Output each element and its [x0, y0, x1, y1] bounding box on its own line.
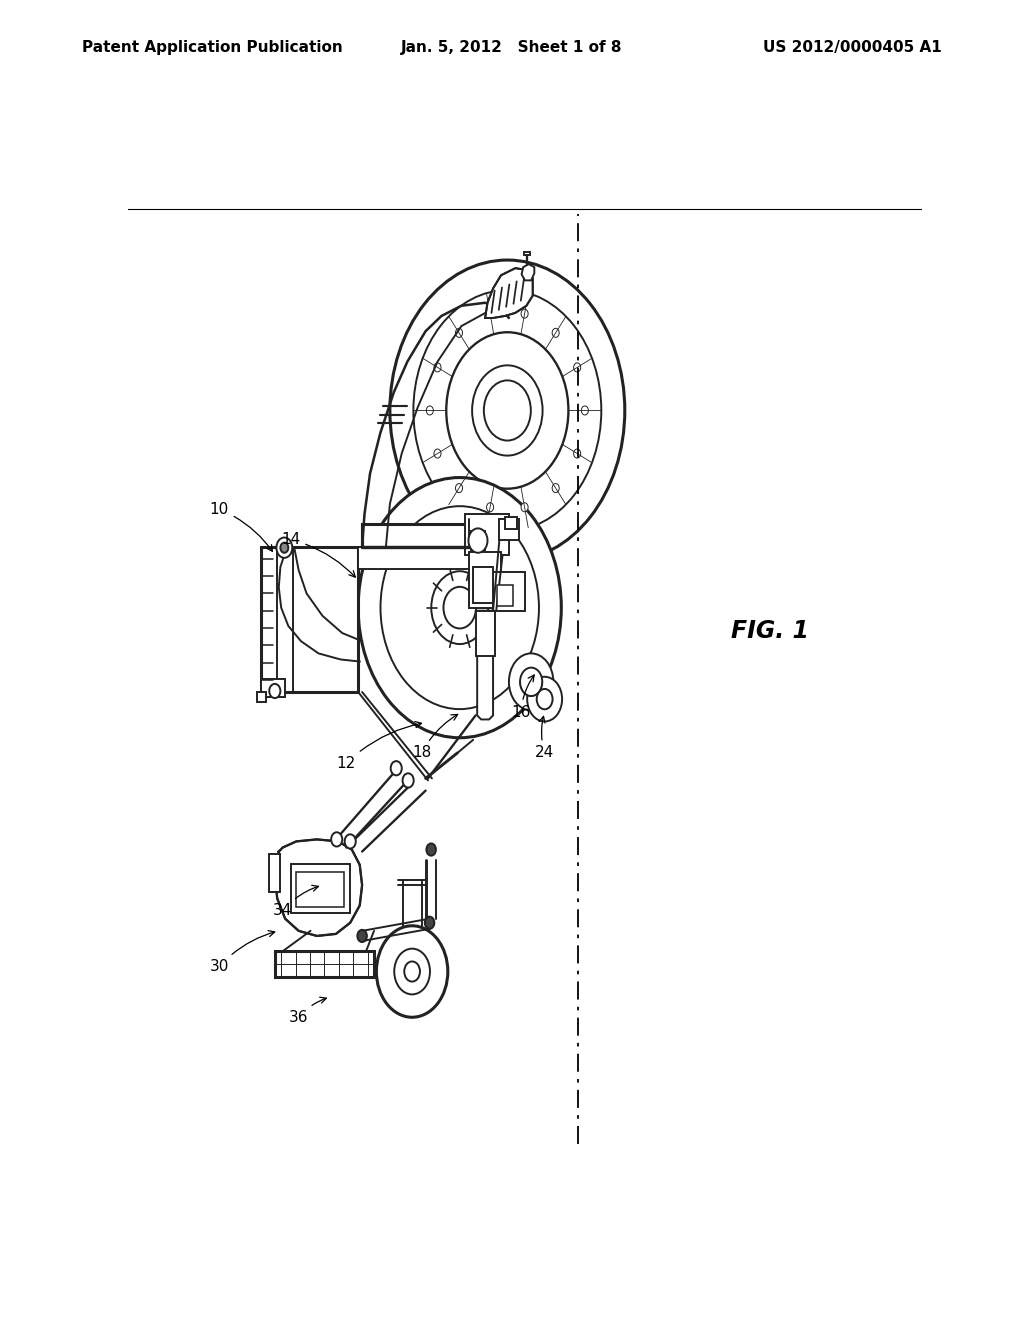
- Circle shape: [537, 689, 553, 709]
- Text: 30: 30: [210, 931, 274, 974]
- Circle shape: [484, 380, 530, 441]
- Circle shape: [486, 503, 494, 512]
- Text: 16: 16: [511, 675, 535, 719]
- Circle shape: [472, 366, 543, 455]
- Circle shape: [434, 449, 441, 458]
- Bar: [269, 854, 281, 892]
- Bar: [358, 546, 473, 569]
- Circle shape: [345, 834, 355, 849]
- Circle shape: [426, 407, 433, 414]
- Circle shape: [520, 668, 543, 696]
- Bar: [473, 568, 494, 602]
- Bar: [494, 572, 525, 611]
- Circle shape: [443, 587, 476, 628]
- Bar: [469, 552, 501, 607]
- Polygon shape: [485, 268, 532, 318]
- Circle shape: [434, 363, 441, 372]
- Polygon shape: [521, 264, 535, 280]
- Bar: [296, 873, 344, 907]
- Circle shape: [402, 774, 414, 788]
- Circle shape: [527, 677, 562, 722]
- Circle shape: [509, 653, 553, 710]
- Circle shape: [468, 528, 487, 553]
- Text: 36: 36: [289, 997, 327, 1024]
- Circle shape: [276, 537, 292, 558]
- Circle shape: [394, 949, 430, 994]
- Circle shape: [573, 363, 581, 372]
- Text: 34: 34: [273, 886, 318, 917]
- Circle shape: [391, 762, 401, 775]
- Circle shape: [486, 309, 494, 318]
- Circle shape: [552, 329, 559, 338]
- Bar: [291, 863, 350, 912]
- Circle shape: [582, 407, 589, 414]
- Bar: [475, 611, 496, 656]
- Bar: [362, 524, 473, 546]
- Circle shape: [431, 572, 488, 644]
- Text: 14: 14: [281, 532, 355, 577]
- Bar: [257, 692, 266, 702]
- Polygon shape: [477, 611, 494, 719]
- Circle shape: [426, 843, 436, 855]
- Bar: [497, 585, 513, 606]
- Circle shape: [573, 449, 581, 458]
- Circle shape: [521, 309, 528, 318]
- Circle shape: [281, 543, 289, 553]
- Text: 10: 10: [210, 502, 272, 552]
- Circle shape: [358, 478, 561, 738]
- Text: FIG. 1: FIG. 1: [731, 619, 809, 643]
- Circle shape: [425, 916, 434, 929]
- Circle shape: [446, 333, 568, 488]
- Circle shape: [521, 503, 528, 512]
- Text: 24: 24: [535, 717, 554, 760]
- Circle shape: [331, 833, 342, 846]
- Text: Patent Application Publication: Patent Application Publication: [82, 40, 343, 55]
- Bar: [261, 678, 285, 697]
- Bar: [505, 517, 517, 529]
- Bar: [261, 546, 358, 692]
- Bar: [524, 252, 530, 255]
- Bar: [465, 513, 509, 554]
- Circle shape: [377, 925, 447, 1018]
- Circle shape: [456, 483, 463, 492]
- Circle shape: [414, 290, 601, 531]
- Bar: [471, 532, 485, 549]
- Circle shape: [390, 260, 625, 561]
- Circle shape: [357, 929, 367, 942]
- Bar: [500, 519, 519, 540]
- Circle shape: [381, 506, 539, 709]
- Text: 12: 12: [337, 722, 422, 771]
- Text: 18: 18: [412, 714, 458, 760]
- Circle shape: [456, 329, 463, 338]
- Text: Jan. 5, 2012   Sheet 1 of 8: Jan. 5, 2012 Sheet 1 of 8: [401, 40, 623, 55]
- Circle shape: [404, 961, 420, 982]
- Polygon shape: [274, 840, 362, 936]
- Text: US 2012/0000405 A1: US 2012/0000405 A1: [763, 40, 942, 55]
- Circle shape: [552, 483, 559, 492]
- Bar: [274, 952, 374, 977]
- Circle shape: [269, 684, 281, 698]
